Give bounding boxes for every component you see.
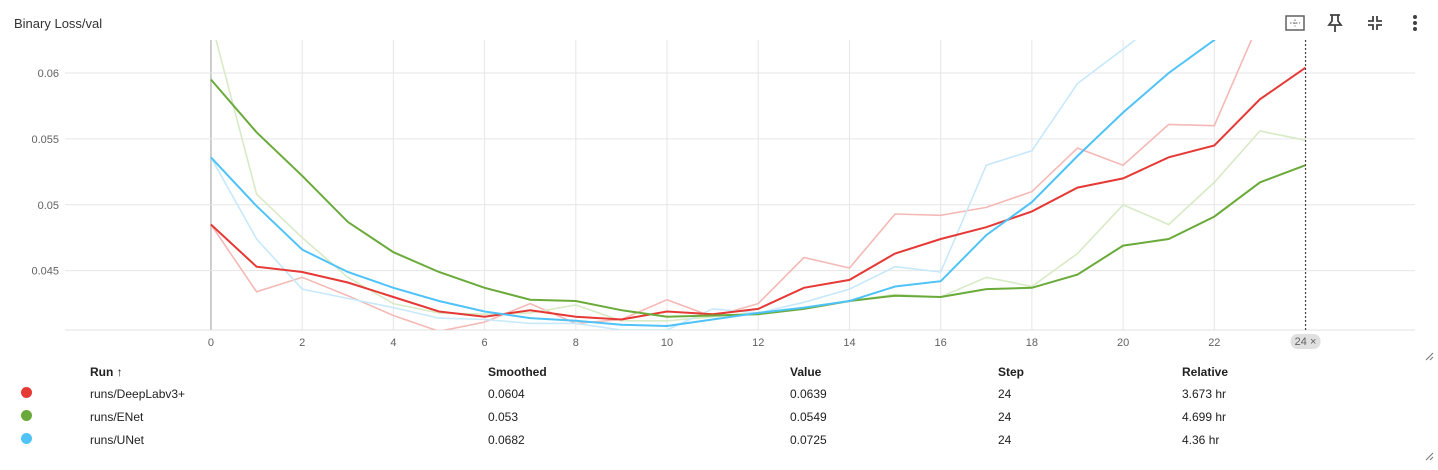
x-tick-label: 10 — [661, 337, 673, 349]
smoothed-series-line[interactable] — [210, 40, 1306, 328]
relative-time: 4.36 hr — [1182, 432, 1220, 447]
step: 24 — [998, 432, 1012, 447]
table-resize-handle-icon[interactable] — [1422, 449, 1434, 461]
pin-icon — [1327, 14, 1343, 32]
run-name: runs/ENet — [90, 409, 144, 424]
step: 24 — [998, 386, 1012, 401]
x-tick-label: 20 — [1117, 337, 1129, 349]
runs-table: Run ↑ Smoothed Value Step Relative runs/… — [14, 362, 1382, 451]
x-tick-label: 22 — [1208, 337, 1220, 349]
run-name: runs/DeepLabv3+ — [90, 386, 186, 401]
x-tick-label: 2 — [299, 337, 305, 349]
value-column-header[interactable]: Value — [790, 365, 822, 379]
run-color-dot — [21, 432, 32, 444]
x-tick-label: 16 — [935, 337, 947, 349]
x-tick-label: 14 — [843, 337, 855, 349]
value: 0.0639 — [790, 386, 827, 401]
collapse-button[interactable] — [1362, 10, 1388, 36]
x-tick-label: 6 — [482, 337, 488, 349]
y-tick-label: 0.05 — [38, 200, 59, 212]
raw-series-line — [210, 40, 1253, 330]
fit-domain-icon — [1285, 15, 1305, 31]
relative-time: 3.673 hr — [1182, 386, 1227, 401]
step-marker-label: 24 × — [1295, 336, 1317, 348]
more-vert-icon — [1413, 15, 1417, 31]
table-header-row: Run ↑ Smoothed Value Step Relative — [14, 362, 1382, 382]
run-name: runs/UNet — [90, 432, 145, 447]
table-row: runs/ENet 0.053 0.0549 24 4.699 hr — [14, 405, 1382, 428]
run-color-dot — [21, 409, 32, 421]
step-column-header[interactable]: Step — [998, 365, 1025, 379]
smoothed-series-line[interactable] — [210, 66, 1307, 321]
x-tick-label: 12 — [752, 337, 764, 349]
table-row: runs/UNet 0.0682 0.0725 24 4.36 hr — [14, 428, 1382, 451]
smoothed-value: 0.0604 — [488, 386, 525, 401]
collapse-icon — [1368, 16, 1382, 30]
chart-toolbar — [1282, 10, 1428, 36]
x-tick-label: 0 — [208, 337, 214, 349]
step-marker-badge[interactable] — [1290, 334, 1321, 349]
fit-domain-button[interactable] — [1282, 10, 1308, 36]
x-tick-label: 18 — [1026, 337, 1038, 349]
run-column-header[interactable]: Run ↑ — [90, 365, 123, 379]
value: 0.0549 — [790, 409, 827, 424]
smoothed-series-line[interactable] — [210, 78, 1306, 318]
y-tick-label: 0.055 — [31, 134, 59, 146]
run-color-dot — [21, 386, 32, 398]
value: 0.0725 — [790, 432, 827, 447]
smoothed-value: 0.0682 — [488, 432, 525, 447]
color-column-header — [14, 362, 90, 382]
relative-time: 4.699 hr — [1182, 409, 1227, 424]
chart-title: Binary Loss/val — [14, 16, 103, 31]
table-row: runs/DeepLabv3+ 0.0604 0.0639 24 3.673 h… — [14, 382, 1382, 405]
x-tick-label: 4 — [390, 337, 396, 349]
smoothed-value: 0.053 — [488, 409, 519, 424]
y-tick-label: 0.06 — [38, 68, 59, 80]
x-tick-label: 8 — [573, 337, 579, 349]
chart-resize-handle-icon[interactable] — [1422, 349, 1434, 361]
pin-button[interactable] — [1322, 10, 1348, 36]
step: 24 — [998, 409, 1012, 424]
line-chart[interactable]: 0 2 4 6 8 10 12 14 16 18 20 22 0.045 0.05 0.055 0.06 24 … — [0, 40, 1438, 356]
more-options-button[interactable] — [1402, 10, 1428, 36]
smoothed-column-header[interactable]: Smoothed — [488, 365, 547, 379]
relative-column-header[interactable]: Relative — [1182, 365, 1229, 379]
y-tick-label: 0.045 — [31, 266, 59, 278]
